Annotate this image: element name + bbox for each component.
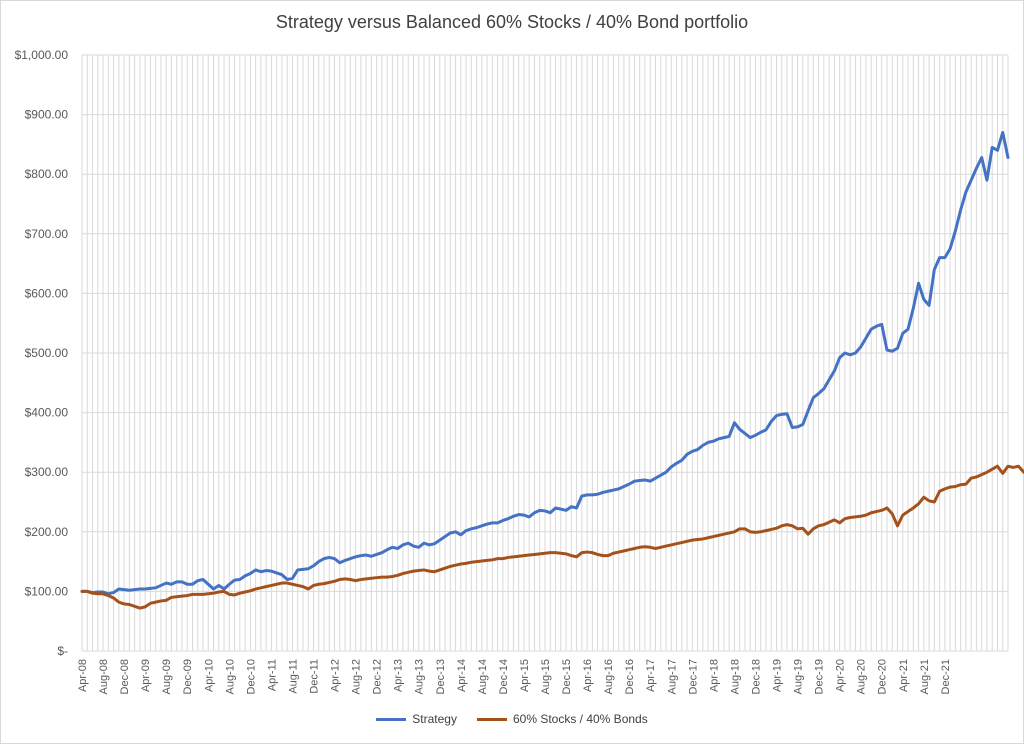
x-tick-label: Aug-17 — [666, 659, 678, 694]
legend-label-strategy: Strategy — [412, 712, 457, 726]
x-tick-label: Aug-08 — [98, 659, 110, 694]
y-tick-label: $100.00 — [25, 584, 69, 598]
legend-label-balanced: 60% Stocks / 40% Bonds — [512, 712, 648, 726]
grid-lines — [81, 54, 1009, 652]
x-tick-label: Aug-16 — [603, 659, 615, 694]
x-tick-label: Aug-15 — [540, 659, 552, 694]
x-tick-label: Apr-10 — [203, 659, 215, 692]
x-tick-label: Apr-12 — [330, 659, 342, 692]
x-tick-label: Aug-14 — [477, 659, 489, 694]
y-tick-label: $700.00 — [25, 227, 69, 241]
y-tick-label: $1,000.00 — [15, 48, 69, 62]
x-tick-label: Apr-08 — [77, 659, 89, 692]
x-tick-label: Dec-16 — [624, 659, 636, 694]
y-tick-label: $800.00 — [25, 167, 69, 181]
x-tick-label: Apr-20 — [835, 659, 847, 692]
y-tick-label: $300.00 — [25, 465, 69, 479]
x-tick-label: Dec-17 — [687, 659, 699, 694]
y-tick-label: $- — [57, 644, 68, 658]
x-tick-label: Apr-14 — [456, 659, 468, 692]
x-tick-label: Apr-17 — [645, 659, 657, 692]
legend: Strategy 60% Stocks / 40% Bonds — [0, 712, 1024, 726]
x-tick-label: Apr-16 — [582, 659, 594, 692]
series-line-strategy — [80, 130, 1010, 596]
x-tick-label: Dec-15 — [561, 659, 573, 694]
x-tick-label: Apr-15 — [519, 659, 531, 692]
x-tick-label: Apr-21 — [898, 659, 910, 692]
x-tick-label: Aug-18 — [729, 659, 741, 694]
x-tick-label: Dec-13 — [435, 659, 447, 694]
x-tick-label: Dec-10 — [245, 659, 257, 694]
x-axis-tick-labels: Apr-08 Aug-08 Dec-08 Apr-09 Aug-09 Dec-09 Apr-… — [77, 659, 952, 694]
y-tick-label: $500.00 — [25, 346, 69, 360]
x-tick-label: Aug-13 — [414, 659, 426, 694]
x-tick-label: Dec-12 — [372, 659, 384, 694]
legend-item-balanced: 60% Stocks / 40% Bonds — [476, 712, 648, 726]
x-tick-label: Dec-18 — [750, 659, 762, 694]
series-lines — [80, 130, 1024, 610]
x-tick-label: Aug-20 — [856, 659, 868, 694]
x-tick-label: Aug-12 — [351, 659, 363, 694]
y-tick-label: $900.00 — [25, 108, 69, 122]
x-tick-label: Dec-21 — [940, 659, 952, 694]
legend-swatch-balanced — [476, 717, 507, 721]
y-axis-tick-labels: $- $100.00 $200.00 $300.00 $400.00 $500.00 $60… — [15, 48, 69, 658]
legend-swatch-strategy — [376, 717, 407, 721]
x-tick-label: Dec-08 — [119, 659, 131, 694]
x-tick-label: Aug-21 — [919, 659, 931, 694]
y-tick-label: $600.00 — [25, 286, 69, 300]
series-line-balanced — [80, 464, 1024, 610]
x-tick-label: Dec-14 — [498, 659, 510, 694]
y-tick-label: $400.00 — [25, 406, 69, 420]
x-tick-label: Dec-19 — [814, 659, 826, 694]
x-tick-label: Dec-20 — [877, 659, 889, 694]
y-tick-label: $200.00 — [25, 525, 69, 539]
x-tick-label: Aug-19 — [793, 659, 805, 694]
x-tick-label: Aug-09 — [161, 659, 173, 694]
x-tick-label: Apr-19 — [772, 659, 784, 692]
x-tick-label: Aug-11 — [287, 659, 299, 694]
x-tick-label: Dec-11 — [309, 659, 321, 694]
x-tick-label: Apr-18 — [708, 659, 720, 692]
x-tick-label: Apr-09 — [140, 659, 152, 692]
x-tick-label: Aug-10 — [224, 659, 236, 694]
x-tick-label: Dec-09 — [182, 659, 194, 694]
chart-title: Strategy versus Balanced 60% Stocks / 40… — [275, 12, 749, 32]
legend-item-strategy: Strategy — [376, 712, 457, 726]
x-tick-label: Apr-13 — [393, 659, 405, 692]
x-tick-label: Apr-11 — [266, 659, 278, 691]
